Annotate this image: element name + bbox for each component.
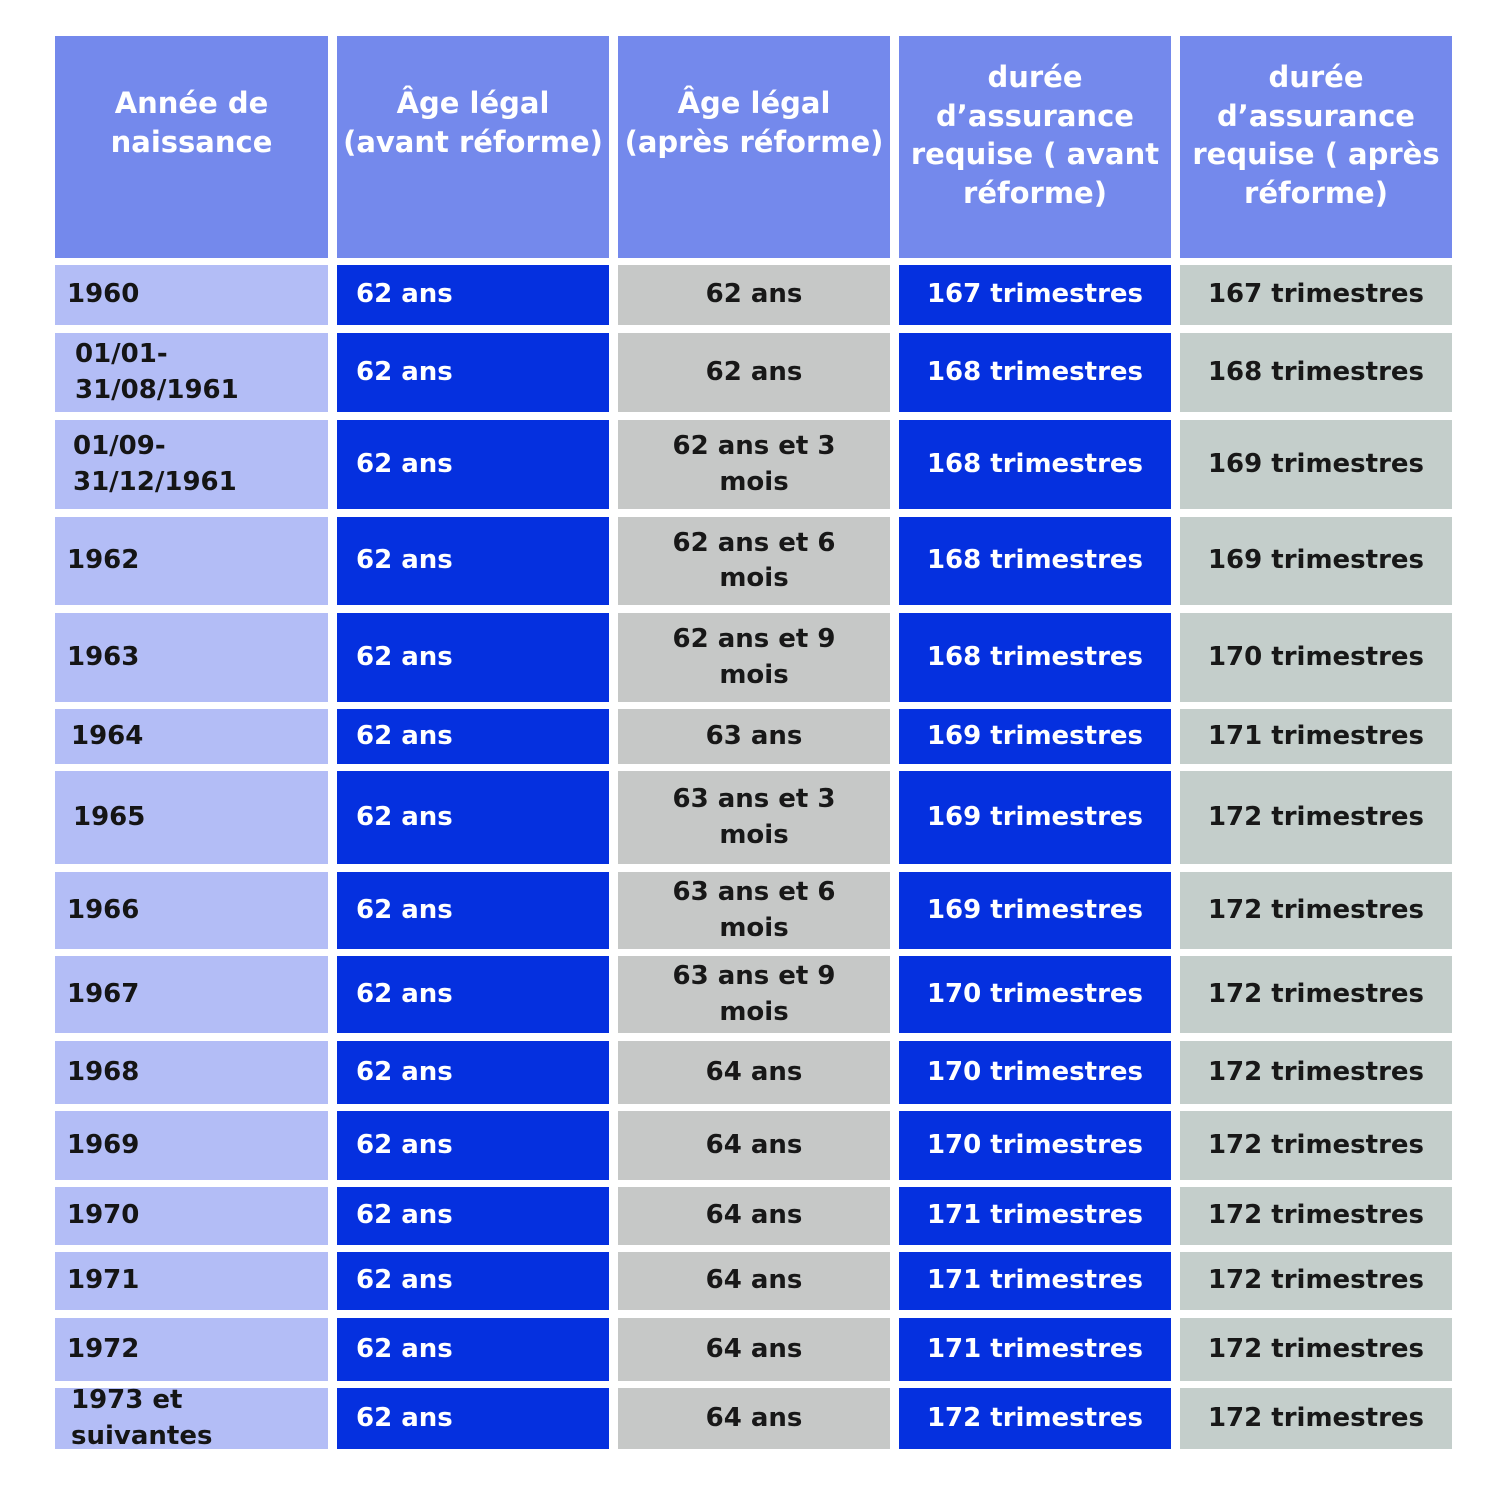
legal-age-before-cell: 62 ans: [337, 1111, 609, 1180]
insurance-before-cell: 170 trimestres: [899, 956, 1171, 1033]
table-row: 1971 62 ans 64 ans 171 trimestres 172 tr…: [55, 1252, 1452, 1310]
legal-age-before-cell: 62 ans: [337, 517, 609, 605]
table-row: 1969 62 ans 64 ans 170 trimestres 172 tr…: [55, 1111, 1452, 1180]
legal-age-before-cell: 62 ans: [337, 771, 609, 864]
insurance-before-cell: 167 trimestres: [899, 265, 1171, 325]
legal-age-before-cell: 62 ans: [337, 333, 609, 412]
table-row: 1965 62 ans 63 ans et 3 mois 169 trimest…: [55, 771, 1452, 864]
insurance-after-cell: 172 trimestres: [1180, 771, 1452, 864]
legal-age-after-cell: 64 ans: [618, 1252, 890, 1310]
table-row: 1967 62 ans 63 ans et 9 mois 170 trimest…: [55, 956, 1452, 1033]
legal-age-before-cell: 62 ans: [337, 1318, 609, 1381]
insurance-after-cell: 170 trimestres: [1180, 613, 1452, 702]
legal-age-before-cell: 62 ans: [337, 1041, 609, 1104]
insurance-before-cell: 168 trimestres: [899, 517, 1171, 605]
legal-age-after-cell: 62 ans: [618, 265, 890, 325]
birth-year-cell: 1971: [55, 1252, 328, 1310]
birth-year-cell: 1973 et suivantes: [55, 1385, 328, 1451]
insurance-after-cell: 172 trimestres: [1180, 1187, 1452, 1245]
legal-age-after-cell: 64 ans: [618, 1041, 890, 1104]
birth-year-cell: 1965: [55, 771, 328, 864]
legal-age-before-cell: 62 ans: [337, 1187, 609, 1245]
insurance-before-cell: 169 trimestres: [899, 771, 1171, 864]
table-row: 1960 62 ans 62 ans 167 trimestres 167 tr…: [55, 265, 1452, 325]
birth-year-cell: 1968: [55, 1041, 328, 1104]
table-row: 1973 et suivantes 62 ans 64 ans 172 trim…: [55, 1385, 1452, 1451]
table-row: 1962 62 ans 62 ans et 6 mois 168 trimest…: [55, 517, 1452, 605]
insurance-after-cell: 168 trimestres: [1180, 333, 1452, 412]
birth-year-cell: 1970: [55, 1187, 328, 1245]
legal-age-after-cell: 62 ans et 9 mois: [618, 613, 890, 702]
birth-year-cell: 01/01-31/08/1961: [55, 333, 328, 412]
table-row: 1970 62 ans 64 ans 171 trimestres 172 tr…: [55, 1187, 1452, 1245]
legal-age-before-cell: 62 ans: [337, 420, 609, 509]
legal-age-after-cell: 62 ans et 6 mois: [618, 517, 890, 605]
legal-age-after-cell: 64 ans: [618, 1111, 890, 1180]
birth-year-cell: 1964: [55, 709, 328, 764]
legal-age-before-cell: 62 ans: [337, 709, 609, 764]
birth-year-cell: 1962: [55, 517, 328, 605]
table-row: 1968 62 ans 64 ans 170 trimestres 172 tr…: [55, 1041, 1452, 1104]
header-insurance-before: durée d’assurance requise ( avant réform…: [899, 36, 1171, 258]
table-row: 01/01-31/08/1961 62 ans 62 ans 168 trime…: [55, 333, 1452, 412]
header-legal-age-after: Âge légal (après réforme): [618, 36, 890, 258]
table-row: 1963 62 ans 62 ans et 9 mois 168 trimest…: [55, 613, 1452, 702]
insurance-after-cell: 169 trimestres: [1180, 420, 1452, 509]
insurance-after-cell: 171 trimestres: [1180, 709, 1452, 764]
insurance-after-cell: 172 trimestres: [1180, 1252, 1452, 1310]
insurance-after-cell: 172 trimestres: [1180, 1041, 1452, 1104]
legal-age-after-cell: 62 ans: [618, 333, 890, 412]
insurance-before-cell: 168 trimestres: [899, 420, 1171, 509]
insurance-before-cell: 169 trimestres: [899, 872, 1171, 949]
insurance-before-cell: 171 trimestres: [899, 1252, 1171, 1310]
insurance-before-cell: 170 trimestres: [899, 1111, 1171, 1180]
insurance-before-cell: 169 trimestres: [899, 709, 1171, 764]
table-row: 1964 62 ans 63 ans 169 trimestres 171 tr…: [55, 709, 1452, 764]
legal-age-after-cell: 64 ans: [618, 1318, 890, 1381]
insurance-before-cell: 172 trimestres: [899, 1388, 1171, 1449]
insurance-after-cell: 172 trimestres: [1180, 956, 1452, 1033]
legal-age-after-cell: 63 ans et 9 mois: [618, 956, 890, 1033]
insurance-after-cell: 169 trimestres: [1180, 517, 1452, 605]
legal-age-before-cell: 62 ans: [337, 613, 609, 702]
insurance-before-cell: 171 trimestres: [899, 1318, 1171, 1381]
legal-age-after-cell: 64 ans: [618, 1388, 890, 1449]
insurance-before-cell: 170 trimestres: [899, 1041, 1171, 1104]
legal-age-before-cell: 62 ans: [337, 265, 609, 325]
insurance-before-cell: 168 trimestres: [899, 613, 1171, 702]
legal-age-before-cell: 62 ans: [337, 956, 609, 1033]
legal-age-after-cell: 62 ans et 3 mois: [618, 420, 890, 509]
birth-year-cell: 1963: [55, 613, 328, 702]
legal-age-after-cell: 63 ans et 6 mois: [618, 872, 890, 949]
insurance-before-cell: 168 trimestres: [899, 333, 1171, 412]
insurance-after-cell: 172 trimestres: [1180, 872, 1452, 949]
insurance-before-cell: 171 trimestres: [899, 1187, 1171, 1245]
birth-year-cell: 1960: [55, 265, 328, 325]
legal-age-before-cell: 62 ans: [337, 1388, 609, 1449]
table-row: 1972 62 ans 64 ans 171 trimestres 172 tr…: [55, 1318, 1452, 1381]
header-row: Année de naissance Âge légal (avant réfo…: [55, 36, 1452, 258]
legal-age-after-cell: 63 ans: [618, 709, 890, 764]
insurance-after-cell: 172 trimestres: [1180, 1388, 1452, 1449]
birth-year-cell: 1969: [55, 1111, 328, 1180]
header-insurance-after: durée d’assurance requise ( après réform…: [1180, 36, 1452, 258]
birth-year-cell: 01/09-31/12/1961: [55, 420, 328, 509]
legal-age-after-cell: 64 ans: [618, 1187, 890, 1245]
header-birth-year: Année de naissance: [55, 36, 328, 258]
insurance-after-cell: 167 trimestres: [1180, 265, 1452, 325]
table-row: 01/09-31/12/1961 62 ans 62 ans et 3 mois…: [55, 420, 1452, 509]
legal-age-before-cell: 62 ans: [337, 1252, 609, 1310]
legal-age-after-cell: 63 ans et 3 mois: [618, 771, 890, 864]
legal-age-before-cell: 62 ans: [337, 872, 609, 949]
header-legal-age-before: Âge légal (avant réforme): [337, 36, 609, 258]
insurance-after-cell: 172 trimestres: [1180, 1111, 1452, 1180]
insurance-after-cell: 172 trimestres: [1180, 1318, 1452, 1381]
birth-year-cell: 1967: [55, 956, 328, 1033]
table-row: 1966 62 ans 63 ans et 6 mois 169 trimest…: [55, 872, 1452, 949]
birth-year-cell: 1966: [55, 872, 328, 949]
birth-year-cell: 1972: [55, 1318, 328, 1381]
